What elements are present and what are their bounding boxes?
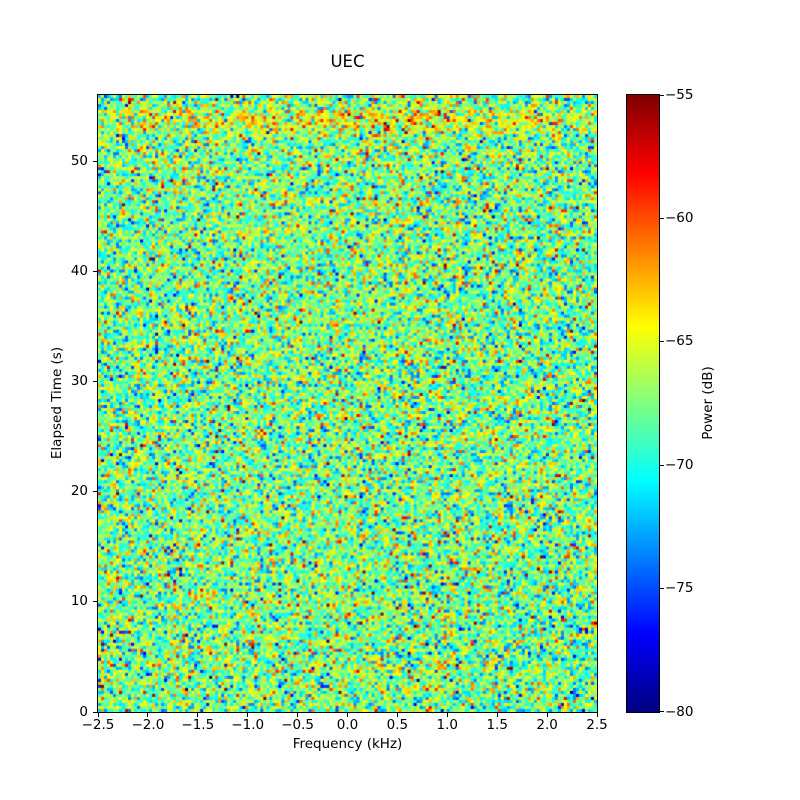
colorbar-tick — [660, 710, 664, 712]
x-tick-label: −1.0 — [231, 717, 265, 733]
x-tick — [97, 713, 99, 717]
x-tick-label: 0.0 — [336, 717, 359, 733]
x-tick — [297, 713, 299, 717]
colorbar-tick-label: −55 — [665, 86, 694, 103]
colorbar-tick-label: −80 — [665, 703, 694, 720]
colorbar-label: Power (dB) — [700, 366, 716, 440]
colorbar-tick-label: −60 — [665, 209, 694, 226]
x-tick-label: 0.5 — [386, 717, 409, 733]
colorbar-tick — [660, 217, 664, 219]
y-tick — [93, 380, 97, 382]
x-tick-label: −2.5 — [81, 717, 115, 733]
colorbar-tick-label: −70 — [665, 456, 694, 473]
y-tick-label: 0 — [79, 703, 88, 720]
colorbar-gradient-canvas — [627, 95, 659, 712]
x-tick — [546, 713, 548, 717]
x-tick — [496, 713, 498, 717]
y-tick — [93, 491, 97, 493]
y-tick-label: 10 — [70, 593, 88, 610]
x-tick — [446, 713, 448, 717]
colorbar-tick — [660, 94, 664, 96]
colorbar — [626, 94, 660, 713]
colorbar-tick — [660, 464, 664, 466]
x-tick — [147, 713, 149, 717]
chart-title: UEC — [330, 51, 365, 71]
x-tick — [596, 713, 598, 717]
y-tick-label: 20 — [70, 483, 88, 500]
y-tick-label: 40 — [70, 262, 88, 279]
x-tick-label: −1.5 — [181, 717, 215, 733]
x-axis-label: Frequency (kHz) — [292, 736, 403, 752]
spectrogram-heatmap-canvas — [98, 95, 597, 712]
y-axis-label: Elapsed Time (s) — [49, 346, 65, 460]
plot-area — [97, 94, 598, 713]
x-tick — [347, 713, 348, 717]
y-tick — [93, 711, 97, 713]
y-tick-label: 30 — [70, 372, 88, 389]
y-tick — [93, 601, 97, 603]
x-tick — [197, 713, 199, 717]
y-tick — [93, 160, 97, 162]
colorbar-tick-label: −75 — [665, 580, 694, 597]
colorbar-tick — [660, 341, 664, 343]
x-tick-label: 1.5 — [486, 717, 508, 733]
colorbar-tick — [660, 588, 664, 590]
y-tick-label: 50 — [70, 152, 88, 169]
y-tick — [93, 270, 97, 272]
x-tick — [396, 713, 398, 717]
colorbar-tick-label: −65 — [665, 333, 694, 350]
x-tick-label: 2.5 — [586, 717, 608, 733]
x-tick-label: −0.5 — [281, 717, 314, 733]
x-tick-label: −2.0 — [131, 717, 165, 733]
x-tick-label: 2.0 — [536, 717, 558, 733]
x-tick — [247, 713, 249, 717]
x-tick-label: 1.0 — [436, 717, 459, 733]
